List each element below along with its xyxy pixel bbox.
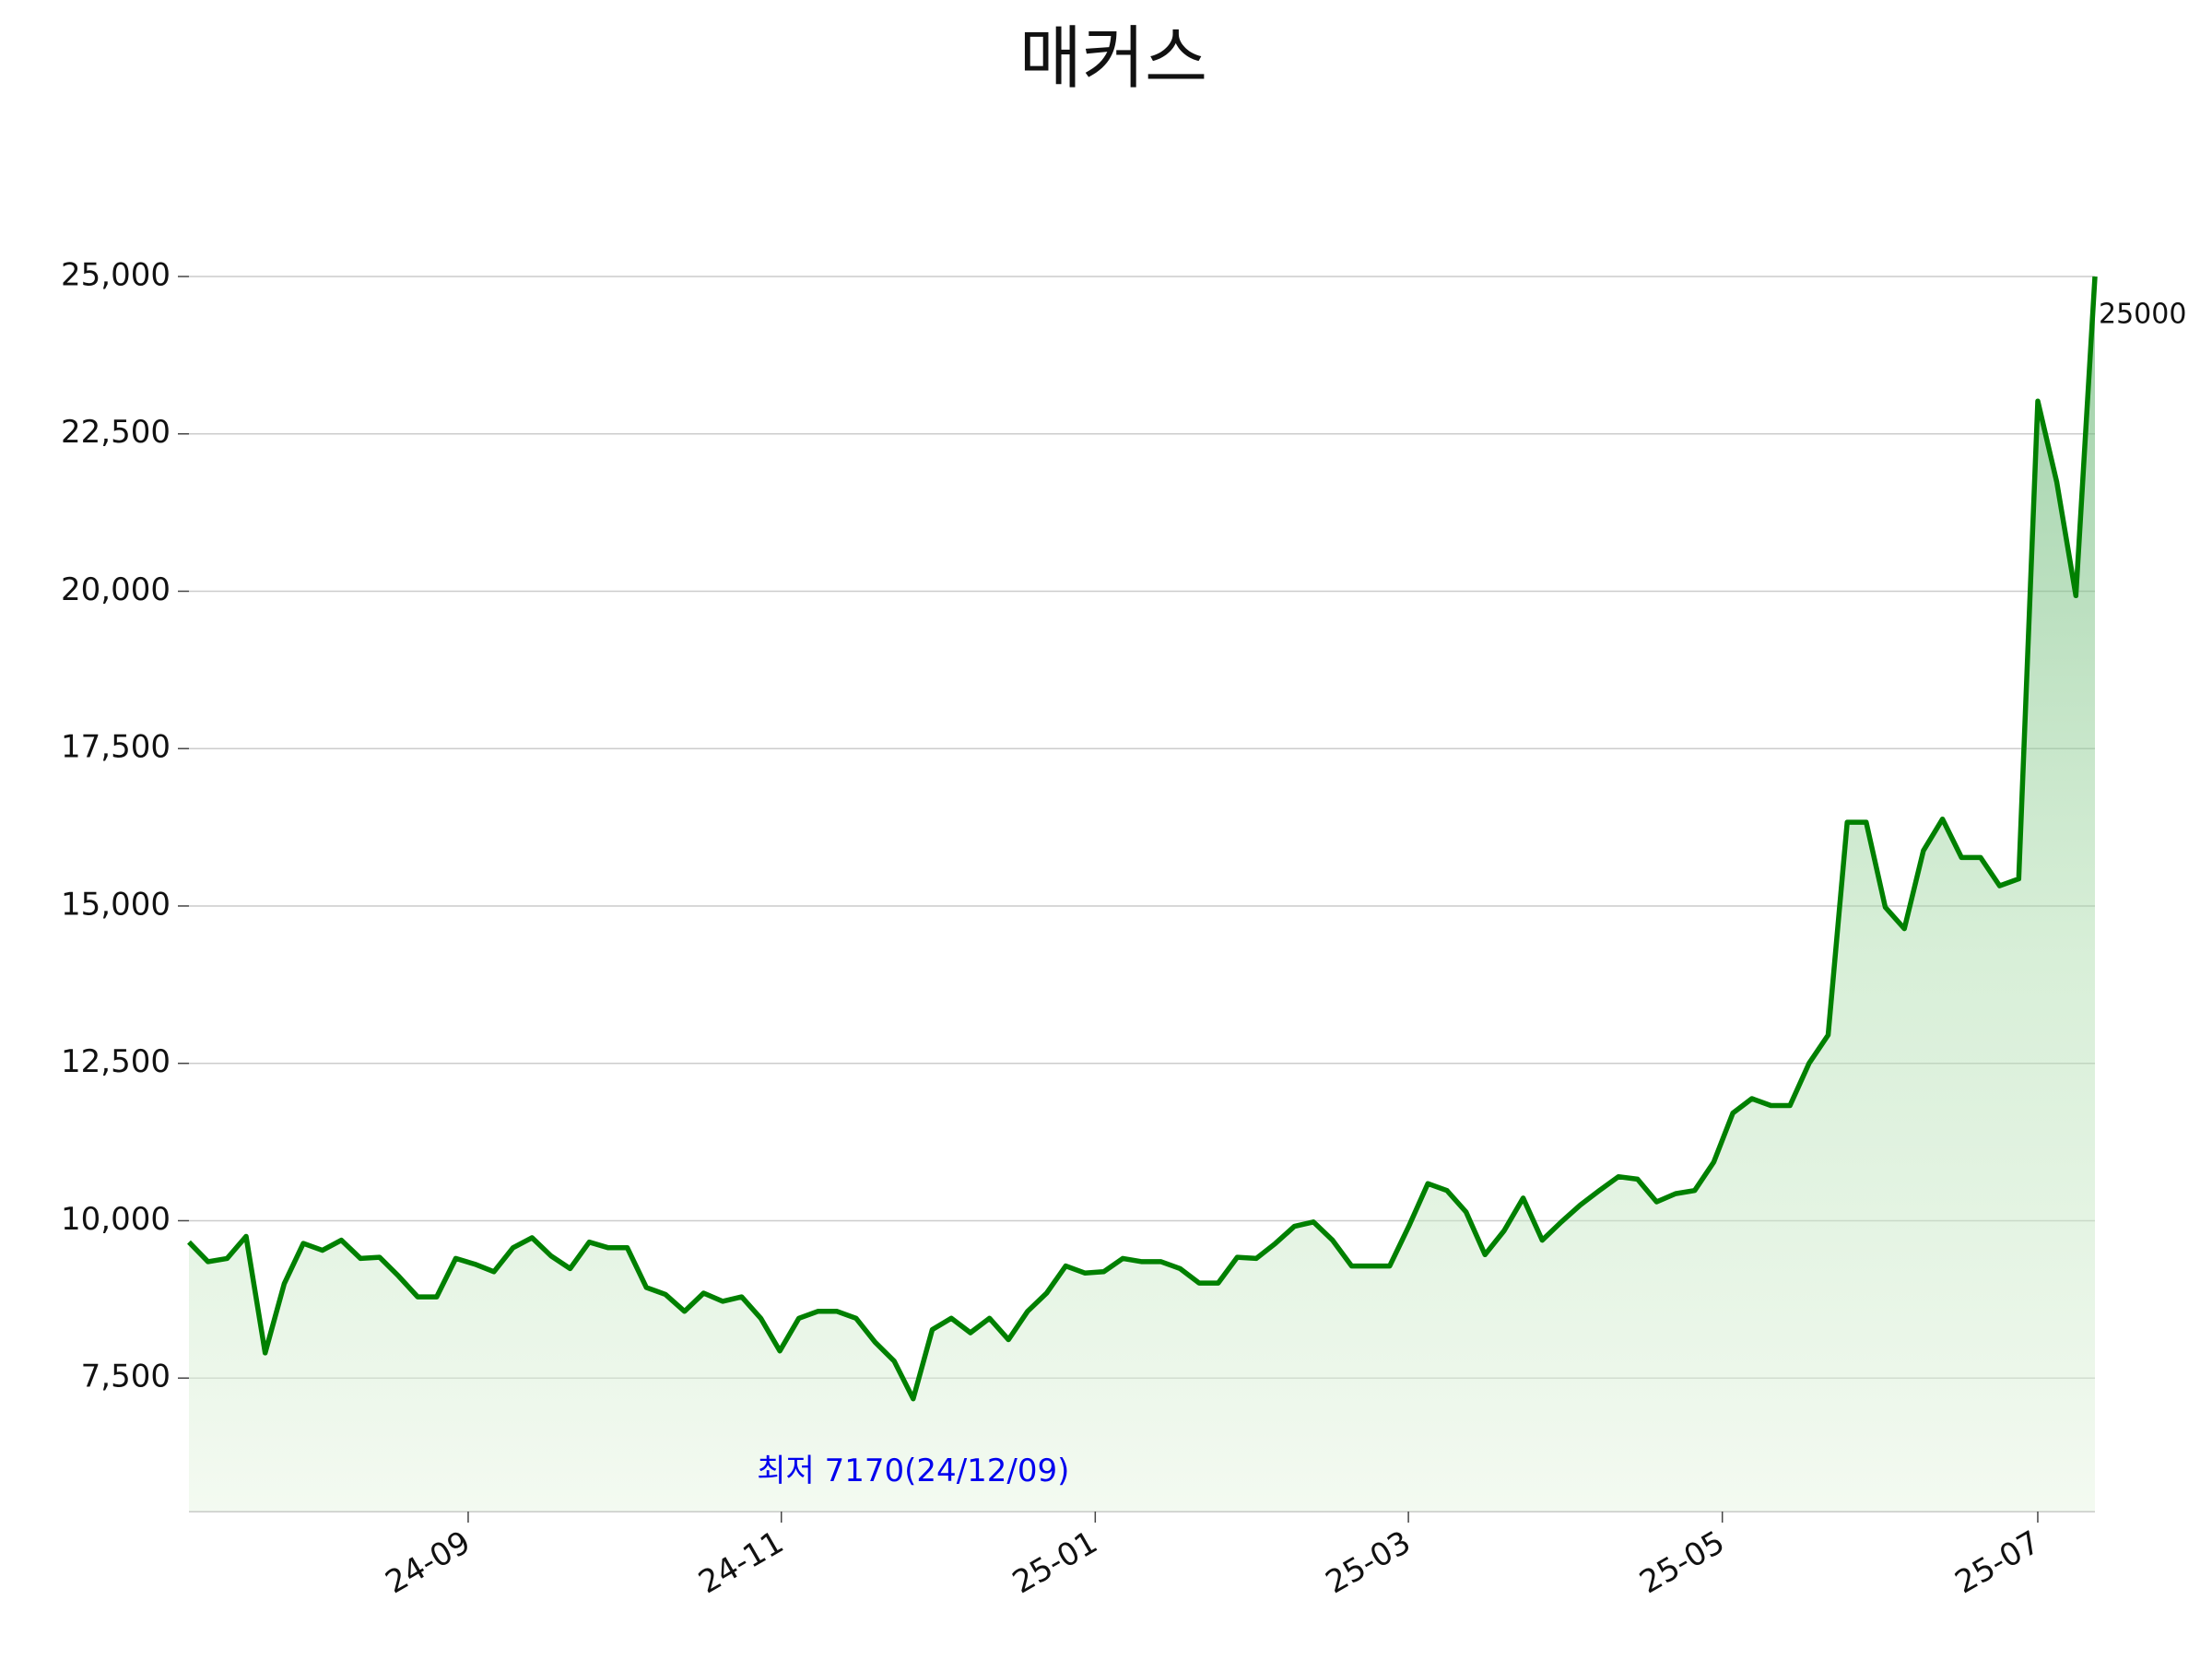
price-line <box>187 276 2098 1402</box>
y-tick-label: 15,000 <box>61 886 171 923</box>
y-tick-label: 20,000 <box>61 571 171 608</box>
x-tick-label: 25-01 <box>1006 1524 1104 1601</box>
y-tick-label: 12,500 <box>61 1043 171 1080</box>
min-label: 최저 7170(24/12/09) <box>757 1453 1069 1489</box>
x-tick-label: 24-09 <box>380 1524 477 1601</box>
x-tick-label: 25-03 <box>1320 1524 1418 1601</box>
x-tick-label: 24-11 <box>692 1524 790 1601</box>
area <box>189 276 2095 1512</box>
y-tick-label: 7,500 <box>81 1359 171 1395</box>
y-tick-label: 22,500 <box>61 414 171 451</box>
x-tick-label: 25-05 <box>1633 1524 1731 1601</box>
y-tick-label: 17,500 <box>61 729 171 766</box>
chart-title: 매커스 <box>1019 19 1207 99</box>
last-value-label: 25000 <box>2099 299 2186 331</box>
y-tick-label: 25,000 <box>61 257 171 294</box>
x-tick-label: 25-07 <box>1949 1524 2047 1601</box>
y-tick-label: 10,000 <box>61 1201 171 1238</box>
